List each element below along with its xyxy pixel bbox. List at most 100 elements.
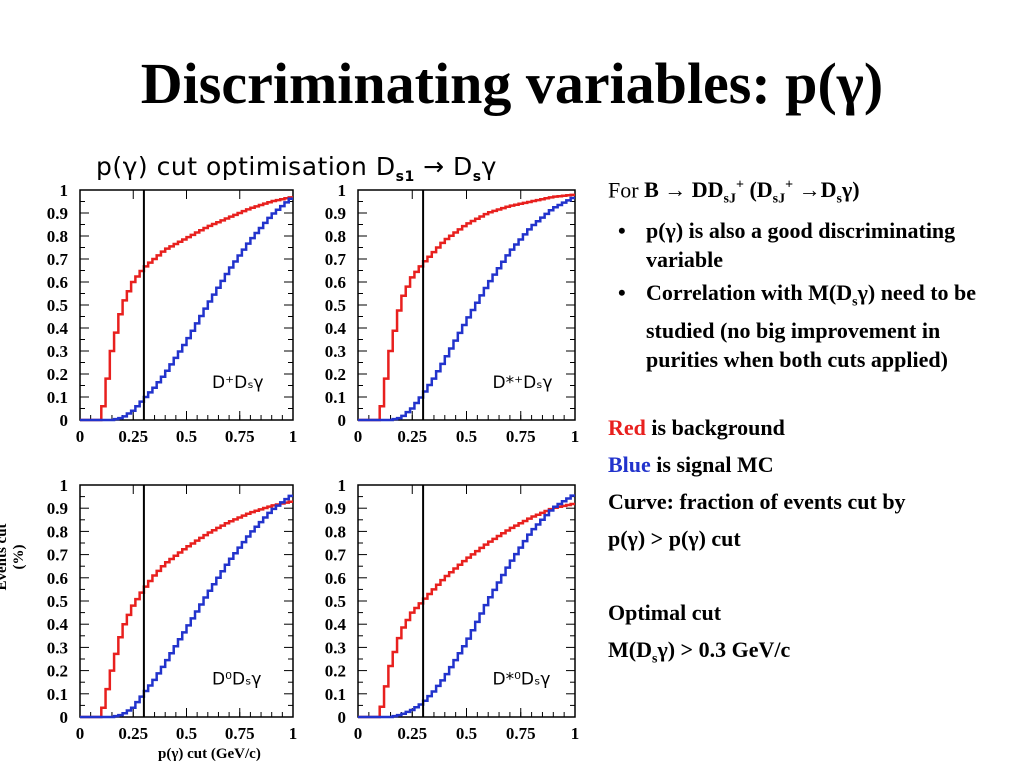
- legend-blue-word: Blue: [608, 452, 651, 478]
- y-tick-label: 0: [338, 708, 347, 727]
- y-tick-label: 0.2: [325, 365, 346, 384]
- background-series-line: [358, 193, 575, 422]
- curve-line-1: Curve: fraction of events cut by: [608, 489, 906, 515]
- x-axis-label: p(γ) cut (GeV/c): [158, 746, 261, 762]
- signal-series-line: [80, 197, 293, 422]
- y-tick-label: 0.2: [47, 662, 68, 681]
- x-tick-label: 0.75: [225, 427, 255, 446]
- x-tick-label: 1: [571, 427, 580, 446]
- optimal-title: Optimal cut: [608, 600, 722, 626]
- y-tick-label: 0.4: [325, 319, 347, 338]
- legend-blue-line: Blue is signal MC: [608, 451, 1013, 479]
- x-tick-label: 0.5: [176, 724, 197, 743]
- y-tick-label: 1: [60, 181, 69, 200]
- x-tick-label: 0.5: [456, 427, 477, 446]
- y-tick-label: 0: [60, 411, 69, 430]
- bullet-dot-icon: •: [618, 217, 626, 243]
- y-tick-label: 0.5: [47, 296, 68, 315]
- y-tick-label: 0.3: [47, 638, 68, 657]
- y-tick-label: 0.8: [325, 227, 346, 246]
- bullet-item: • p(γ) is also a good discriminating vari…: [608, 216, 1013, 274]
- panel-label: D*⁰Dₛγ: [493, 670, 551, 690]
- background-series-line: [80, 196, 293, 422]
- intro-sub2: sJ: [772, 191, 786, 207]
- intro-line: For B → DDsJ+ (DsJ+ →Dsγ): [608, 172, 1013, 214]
- intro-mid: (D: [743, 177, 773, 203]
- y-tick-label: 0.4: [47, 319, 69, 338]
- chart-panel: 0 0.1 0.2 0.3 0.4 0.5 0.6 0.7 0.8 0.9 1 0 0.25 0.5 0.7…: [325, 476, 580, 743]
- bullet-text: p(γ) is also a good discriminating varia…: [646, 217, 956, 272]
- signal-series-line: [358, 196, 575, 422]
- x-tick-label: 0.75: [506, 427, 536, 446]
- optimal-sub: s: [651, 651, 658, 667]
- x-tick-label: 0.5: [456, 724, 477, 743]
- y-tick-label: 0.1: [325, 685, 346, 704]
- y-tick-label: 0.1: [47, 388, 68, 407]
- x-tick-label: 0.5: [176, 427, 197, 446]
- figure-title: p(γ) cut optimisation Ds1 → Dsγ: [96, 152, 497, 185]
- bullet-list: • p(γ) is also a good discriminating vari…: [608, 216, 1013, 374]
- y-tick-label: 1: [338, 181, 347, 200]
- panel-label: D⁰Dₛγ: [212, 670, 261, 690]
- y-tick-label: 0.5: [47, 592, 68, 611]
- slide-title: Discriminating variables: p(γ): [140, 51, 884, 116]
- figure-title-end: γ: [481, 152, 497, 181]
- legend-red-word: Red: [608, 415, 646, 441]
- signal-series-line: [358, 494, 575, 719]
- x-tick-label: 0.25: [118, 427, 148, 446]
- y-tick-label: 0.2: [47, 365, 68, 384]
- x-tick-label: 0: [354, 427, 363, 446]
- background-series-line: [80, 500, 293, 719]
- panel-label: D*⁺Dₛγ: [493, 373, 553, 393]
- x-tick-label: 0: [76, 724, 85, 743]
- y-tick-label: 0: [60, 708, 69, 727]
- y-tick-label: 0.6: [47, 569, 68, 588]
- y-tick-label: 0.3: [47, 342, 68, 361]
- x-tick-label: 0.75: [225, 724, 255, 743]
- chart-grid: 0 0.1 0.2 0.3 0.4 0.5 0.6 0.7 0.8 0.9 1 0 0.25 0.5 0.7…: [47, 181, 580, 743]
- optimal-b: γ) > 0.3 GeV/c: [657, 637, 791, 663]
- x-tick-label: 1: [289, 724, 298, 743]
- y-tick-label: 0.3: [325, 638, 346, 657]
- x-tick-label: 0.25: [397, 724, 427, 743]
- y-tick-label: 0.6: [325, 273, 346, 292]
- y-tick-label: 0.9: [325, 204, 346, 223]
- y-tick-label: 0.9: [47, 204, 68, 223]
- y-tick-label: 0.2: [325, 662, 346, 681]
- optimal-value: M(Dsγ) > 0.3 GeV/c: [608, 636, 1013, 673]
- bullet-text-b: γ) need to be studied (no big improvemen…: [646, 279, 977, 373]
- y-tick-label: 0.9: [325, 499, 346, 518]
- intro-prefix: For: [608, 177, 645, 203]
- y-tick-label: 0.7: [325, 250, 347, 269]
- y-axis-label: Events cut (%): [0, 523, 27, 591]
- spacer: [608, 553, 1013, 599]
- y-tick-label: 0: [338, 411, 347, 430]
- spacer: [608, 378, 1013, 414]
- figure-title-sub2: s: [472, 169, 482, 185]
- y-tick-label: 0.4: [325, 615, 347, 634]
- figure-title-tail: → D: [414, 152, 473, 181]
- x-tick-label: 0.75: [506, 724, 536, 743]
- chart-panel: 0 0.1 0.2 0.3 0.4 0.5 0.6 0.7 0.8 0.9 1 0 0.25 0.5 0.7…: [47, 476, 298, 743]
- x-tick-label: 1: [289, 427, 298, 446]
- intro-close: γ): [841, 177, 860, 203]
- x-tick-label: 1: [571, 724, 580, 743]
- x-tick-label: 0: [354, 724, 363, 743]
- y-tick-label: 0.5: [325, 592, 346, 611]
- y-tick-label: 0.7: [47, 546, 69, 565]
- y-tick-label: 0.7: [47, 250, 69, 269]
- intro-sub1: sJ: [723, 191, 736, 207]
- background-series-line: [358, 502, 575, 719]
- y-tick-label: 0.3: [325, 342, 346, 361]
- panel-label: D⁺Dₛγ: [212, 373, 264, 393]
- y-tick-label: 0.1: [325, 388, 346, 407]
- bullet-text-sub: s: [852, 294, 858, 310]
- intro-formula-main: B → DD: [644, 177, 724, 203]
- y-tick-label: 0.8: [47, 227, 68, 246]
- bullet-dot-icon: •: [618, 279, 626, 305]
- intro-end: →D: [793, 177, 837, 203]
- bullet-item: • Correlation with M(Dsγ) need to be stud…: [608, 278, 1013, 374]
- x-tick-label: 0.25: [397, 427, 427, 446]
- legend-red-line: Red is background: [608, 414, 1013, 442]
- y-tick-label: 0.9: [47, 499, 68, 518]
